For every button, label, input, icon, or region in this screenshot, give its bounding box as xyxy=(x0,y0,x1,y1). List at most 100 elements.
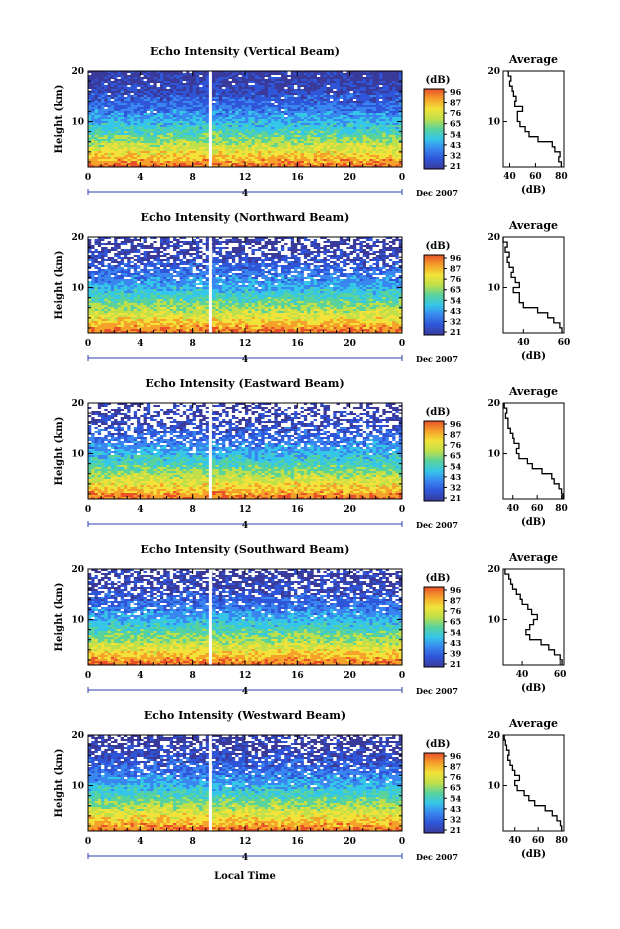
colorbar-unit: (dB) xyxy=(426,75,451,86)
average-title: Average xyxy=(508,717,558,730)
x-tick-label: 20 xyxy=(343,671,356,681)
average-x-label: (dB) xyxy=(521,351,546,362)
average-x-tick-label: 60 xyxy=(558,338,571,348)
average-x-tick-label: 80 xyxy=(555,172,568,182)
panel-5: Echo Intensity (Westward Beam) 20 10 Height… xyxy=(54,709,568,863)
panel-title: Echo Intensity (Vertical Beam) xyxy=(150,45,340,58)
panel-title: Echo Intensity (Westward Beam) xyxy=(144,709,346,722)
x-tick-label: 20 xyxy=(343,173,356,183)
average-x-tick-label: 40 xyxy=(503,172,516,182)
colorbar-tick-label: 76 xyxy=(450,440,462,450)
average-x-tick-label: 60 xyxy=(529,172,542,182)
average-x-label: (dB) xyxy=(521,517,546,528)
panel-1: Echo Intensity (Vertical Beam) 20 10 Height… xyxy=(54,45,568,199)
x-tick-label: 20 xyxy=(343,837,356,847)
y-axis-label: Height (km) xyxy=(54,251,65,320)
x-tick-label: 16 xyxy=(291,339,304,349)
colorbar xyxy=(423,254,445,336)
heatmap-cells xyxy=(88,735,403,832)
date-label: Dec 2007 xyxy=(416,852,458,862)
x-tick-label: 0 xyxy=(399,339,405,349)
colorbar-unit: (dB) xyxy=(426,407,451,418)
x-tick-label: 4 xyxy=(137,671,143,681)
colorbar-tick-label: 43 xyxy=(450,638,462,648)
date-tick-label: 4 xyxy=(242,687,248,697)
data-gap xyxy=(208,735,212,831)
average-x-tick-label: 40 xyxy=(506,504,519,514)
average-profile-line xyxy=(503,403,564,499)
x-axis-label-local-time: Local Time xyxy=(214,871,276,882)
average-profile-line xyxy=(502,237,563,333)
x-tick-label: 8 xyxy=(190,837,196,847)
colorbar-tick-label: 76 xyxy=(450,108,462,118)
date-tick-label: 4 xyxy=(242,189,248,199)
colorbar-unit: (dB) xyxy=(426,573,451,584)
average-profile-line xyxy=(503,735,563,831)
x-tick-label: 12 xyxy=(239,837,252,847)
y-tick-label: 20 xyxy=(71,67,84,77)
data-gap xyxy=(208,403,212,499)
colorbar-tick-label: 65 xyxy=(450,783,461,793)
y-tick-label: 20 xyxy=(71,565,84,575)
average-frame xyxy=(502,236,565,334)
panel-3: Echo Intensity (Eastward Beam) 20 10 Height… xyxy=(54,377,568,531)
x-tick-label: 12 xyxy=(239,339,252,349)
x-tick-label: 20 xyxy=(343,339,356,349)
colorbar-tick-label: 87 xyxy=(450,596,461,606)
panel-title: Echo Intensity (Eastward Beam) xyxy=(145,377,344,390)
x-tick-label: 8 xyxy=(190,671,196,681)
average-title: Average xyxy=(508,53,558,66)
average-y-tick-label: 10 xyxy=(487,284,500,294)
x-tick-label: 16 xyxy=(291,671,304,681)
colorbar-tick-label: 96 xyxy=(450,751,462,761)
colorbar-tick-label: 87 xyxy=(450,430,461,440)
average-x-label: (dB) xyxy=(521,849,546,860)
average-y-tick-label: 10 xyxy=(487,450,500,460)
colorbar xyxy=(423,752,445,834)
colorbar-tick-label: 54 xyxy=(450,627,462,637)
x-tick-label: 12 xyxy=(239,505,252,515)
date-tick-label: 4 xyxy=(242,853,248,863)
colorbar-tick-label: 21 xyxy=(450,493,461,503)
x-tick-label: 0 xyxy=(399,505,405,515)
average-y-tick-label: 10 xyxy=(487,782,500,792)
y-axis-label: Height (km) xyxy=(54,417,65,486)
y-tick-label: 20 xyxy=(71,731,84,741)
colorbar-tick-label: 76 xyxy=(450,274,462,284)
data-gap xyxy=(208,569,212,665)
colorbar-tick-label: 96 xyxy=(450,253,462,263)
date-label: Dec 2007 xyxy=(416,354,458,364)
heatmap-cells xyxy=(88,71,403,168)
average-title: Average xyxy=(508,551,558,564)
average-x-tick-label: 80 xyxy=(555,504,568,514)
colorbar-tick-label: 96 xyxy=(450,87,462,97)
x-tick-label: 0 xyxy=(85,173,91,183)
average-y-tick-label: 10 xyxy=(487,118,500,128)
colorbar-tick-label: 65 xyxy=(450,285,461,295)
x-tick-label: 20 xyxy=(343,505,356,515)
average-x-tick-label: 60 xyxy=(531,504,544,514)
x-tick-label: 0 xyxy=(85,837,91,847)
average-x-tick-label: 60 xyxy=(554,670,567,680)
y-axis-label: Height (km) xyxy=(54,85,65,154)
x-tick-label: 4 xyxy=(137,339,143,349)
colorbar-tick-label: 39 xyxy=(450,648,462,658)
x-tick-label: 12 xyxy=(239,173,252,183)
colorbar-tick-label: 76 xyxy=(450,772,462,782)
colorbar-tick-label: 43 xyxy=(450,804,462,814)
x-tick-label: 0 xyxy=(85,339,91,349)
panel-2: Echo Intensity (Northward Beam) 20 10 Heigh… xyxy=(54,211,570,365)
date-label: Dec 2007 xyxy=(416,188,458,198)
average-title: Average xyxy=(508,385,558,398)
colorbar xyxy=(423,586,445,668)
heatmap-cells xyxy=(88,569,403,666)
average-y-tick-label: 10 xyxy=(487,616,500,626)
x-tick-label: 4 xyxy=(137,505,143,515)
colorbar-tick-label: 21 xyxy=(450,327,461,337)
colorbar-tick-label: 65 xyxy=(450,119,461,129)
x-tick-label: 4 xyxy=(137,173,143,183)
colorbar-tick-label: 32 xyxy=(450,316,461,326)
colorbar-tick-label: 43 xyxy=(450,472,462,482)
colorbar-tick-label: 32 xyxy=(450,814,461,824)
